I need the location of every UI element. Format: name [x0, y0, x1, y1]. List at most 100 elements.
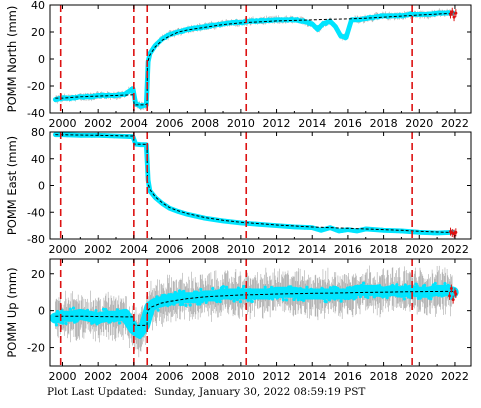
observed-point	[354, 295, 358, 299]
observed-point	[86, 311, 91, 315]
x-tick-label: 2022	[441, 243, 469, 256]
observed-point	[296, 298, 300, 302]
observed-point	[286, 290, 290, 294]
observed-point	[441, 286, 445, 290]
observed-point	[88, 318, 92, 323]
observed-point	[349, 296, 353, 300]
observed-point	[116, 310, 121, 315]
observed-point	[138, 335, 142, 340]
observed-point	[387, 286, 391, 290]
x-tick-label: 2018	[370, 370, 398, 383]
observed-point	[429, 297, 433, 301]
x-tick-label: 2020	[405, 117, 433, 130]
observed-point	[217, 292, 221, 296]
plot-area	[52, 5, 458, 113]
observed-point	[128, 317, 132, 322]
observed-point	[423, 283, 427, 288]
y-tick-label: 80	[31, 126, 45, 139]
observed-point	[368, 293, 372, 297]
observed-point	[156, 308, 160, 312]
observed-point	[205, 298, 209, 302]
observed-point	[326, 293, 330, 297]
observed-point	[305, 285, 309, 289]
observed-series	[52, 10, 456, 109]
observed-point	[176, 296, 181, 301]
observed-point	[114, 316, 118, 320]
x-tick-label: 2006	[156, 117, 184, 130]
observed-point	[302, 298, 306, 302]
observed-point	[112, 319, 116, 323]
observed-point	[135, 328, 139, 332]
observed-series	[52, 132, 456, 236]
observed-point	[70, 310, 75, 315]
plot-area	[50, 259, 459, 366]
observed-point	[202, 292, 206, 296]
recent-point	[449, 287, 453, 291]
y-tick-label: -40	[27, 206, 45, 219]
observed-point	[348, 23, 352, 27]
x-tick-label: 2002	[84, 243, 112, 256]
observed-point	[199, 287, 203, 292]
observed-point	[401, 288, 405, 292]
x-tick-label: 2018	[370, 243, 398, 256]
observed-point	[96, 316, 100, 321]
recent-point	[450, 10, 454, 14]
observed-point	[225, 285, 229, 289]
footer-timestamp: Sunday, January 30, 2022 08:59:19 PST	[154, 386, 366, 398]
observed-point	[227, 289, 231, 293]
observed-point	[298, 286, 303, 291]
observed-point	[124, 309, 128, 313]
x-tick-label: 2004	[120, 243, 148, 256]
observed-point	[335, 295, 339, 300]
x-tick-label: 2000	[48, 243, 76, 256]
observed-point	[318, 293, 322, 297]
observed-point	[229, 297, 233, 301]
observed-point	[173, 290, 177, 295]
observed-point	[339, 299, 343, 303]
observed-point	[81, 310, 85, 314]
observed-point	[208, 290, 213, 294]
observed-point	[315, 28, 320, 32]
y-tick-label: 20	[31, 26, 45, 39]
observed-point	[69, 316, 74, 320]
observed-point	[428, 289, 432, 293]
observed-point	[412, 288, 416, 292]
x-tick-label: 2012	[263, 243, 291, 256]
panel-3: 2000 2002 2004 2006 2008 2010 2012 2014 2016 2018…	[5, 258, 472, 383]
observed-point	[221, 284, 225, 289]
observed-point	[185, 293, 189, 297]
observed-point	[200, 300, 204, 304]
observed-point	[294, 287, 298, 291]
observed-point	[117, 321, 122, 325]
y-tick-label: 0	[38, 53, 45, 66]
x-tick-label: 2022	[441, 117, 469, 130]
observed-point	[188, 303, 192, 307]
observed-point	[123, 313, 127, 317]
model-series	[55, 12, 455, 106]
observed-point	[358, 295, 362, 299]
observed-point	[337, 30, 341, 34]
observed-point	[344, 35, 349, 39]
model-series	[55, 134, 455, 234]
observed-point	[247, 290, 251, 294]
observed-point	[211, 286, 215, 291]
x-tick-label: 2010	[227, 117, 255, 130]
x-tick-label: 2006	[156, 370, 184, 383]
observed-point	[365, 289, 369, 293]
observed-point	[115, 308, 120, 312]
observed-point	[68, 307, 72, 311]
x-tick-label: 2002	[84, 370, 112, 383]
observed-point	[415, 284, 419, 288]
x-tick-label: 2000	[48, 117, 76, 130]
observed-point	[382, 293, 386, 297]
x-tick-label: 2000	[48, 370, 76, 383]
observed-point	[395, 283, 399, 287]
observed-point	[321, 287, 325, 291]
observed-point	[248, 287, 252, 292]
observed-point	[67, 313, 71, 317]
observed-point	[94, 309, 98, 313]
observed-point	[241, 287, 245, 291]
observed-point	[351, 288, 355, 292]
observed-points	[53, 132, 455, 236]
observed-point	[443, 282, 447, 286]
